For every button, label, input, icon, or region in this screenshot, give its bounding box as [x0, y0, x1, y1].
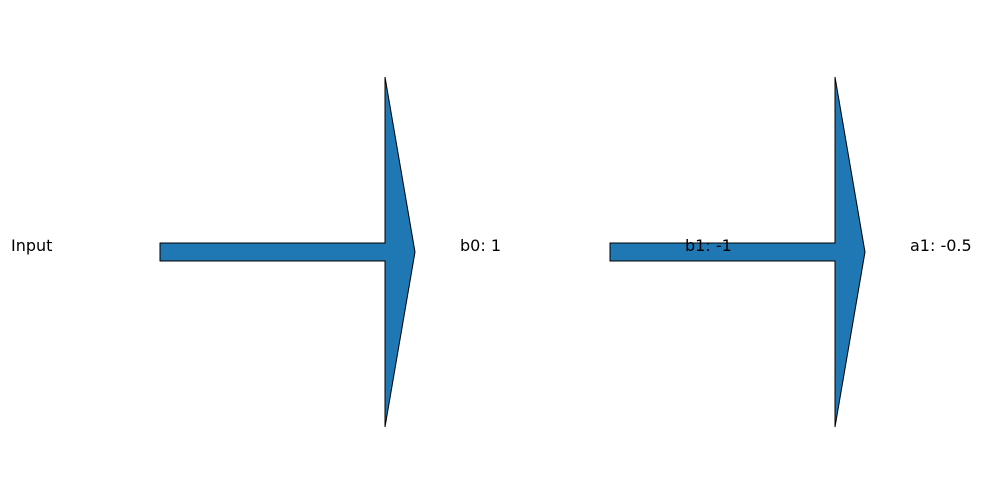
arrow-input-to-b0: [159, 76, 416, 428]
b1-coefficient-label: b1: -1: [685, 236, 732, 255]
input-label: Input: [11, 236, 53, 255]
b0-coefficient-label: b0: 1: [460, 236, 501, 255]
a1-coefficient-label: a1: -0.5: [910, 236, 972, 255]
arrow-b1-to-a1: [609, 76, 866, 428]
